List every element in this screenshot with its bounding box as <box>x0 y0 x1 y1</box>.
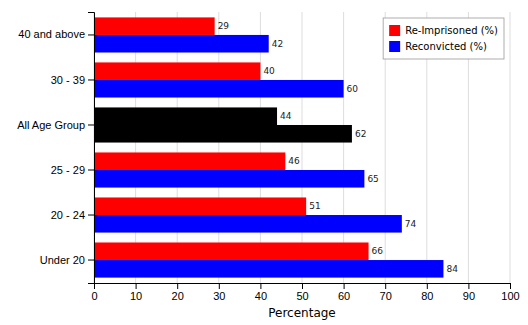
tick-mark <box>344 283 345 289</box>
bar <box>94 62 260 80</box>
tick: 0 <box>91 283 97 302</box>
legend-label: Reconvicted (%) <box>405 41 487 52</box>
grid-line <box>343 12 344 283</box>
legend-item: Re-Imprisoned (%) <box>389 25 498 36</box>
grid-line <box>177 12 178 283</box>
tick-mark <box>88 34 94 35</box>
data-label: 42 <box>272 39 283 49</box>
tick-label: 70 <box>380 290 392 302</box>
bar <box>94 35 269 53</box>
tick-label: 10 <box>130 290 142 302</box>
tick-label: 20 <box>172 290 184 302</box>
legend: Re-Imprisoned (%) Reconvicted (%) <box>383 18 504 59</box>
plot: 66 51 46 44 40 29 84 74 65 62 60 42 0 10 20 30 40 50 60 70 8… <box>17 12 520 320</box>
tick-mark <box>177 283 178 289</box>
axis-line <box>95 284 511 290</box>
chart: 66 51 46 44 40 29 84 74 65 62 60 42 0 10 20 30 40 50 60 70 8… <box>0 0 528 325</box>
tick-label: 30 - 39 <box>51 73 85 85</box>
tick-mark <box>302 283 303 289</box>
tick-mark <box>88 79 94 80</box>
tick-label: 60 <box>338 290 350 302</box>
tick-label: 20 - 24 <box>51 209 85 221</box>
tick-label: 25 - 29 <box>51 164 85 176</box>
grid-line <box>135 12 136 283</box>
x-axis: 0 10 20 30 40 50 60 70 80 90 100 <box>91 283 519 302</box>
tick-label: 50 <box>296 290 308 302</box>
tick-label: 0 <box>91 290 97 302</box>
bar <box>94 215 402 233</box>
tick: 40 <box>255 283 267 302</box>
tick-mark <box>88 215 94 216</box>
data-label: 65 <box>367 174 378 184</box>
tick: 20 <box>172 283 184 302</box>
bar <box>94 170 364 188</box>
tick: 20 - 24 <box>51 209 94 221</box>
grid <box>94 12 510 283</box>
data-label: 40 <box>263 66 275 76</box>
tick-mark <box>88 170 94 171</box>
x-axis-title: Percentage <box>268 306 336 320</box>
bar <box>94 197 306 215</box>
tick: 25 - 29 <box>51 164 94 176</box>
tick: 30 - 39 <box>51 73 94 85</box>
tick-mark <box>468 283 469 289</box>
tick-label: 40 <box>255 290 267 302</box>
tick-mark <box>219 283 220 289</box>
legend-swatch <box>389 25 400 36</box>
tick-label: 90 <box>463 290 475 302</box>
tick-label: Under 20 <box>40 254 85 266</box>
bar <box>94 17 215 35</box>
bar <box>94 260 443 278</box>
grid-line <box>510 12 511 283</box>
data-label: 29 <box>218 21 230 31</box>
tick: 40 and above <box>18 28 94 40</box>
data-label: 84 <box>446 264 458 274</box>
bar <box>94 107 277 125</box>
tick-label: 30 <box>213 290 225 302</box>
axis-line <box>88 13 95 284</box>
bar <box>94 80 344 98</box>
tick-label: 40 and above <box>18 28 85 40</box>
data-label: 46 <box>288 156 300 166</box>
bar <box>94 152 285 170</box>
y-axis: Under 20 20 - 24 25 - 29 All Age Group 30 - … <box>17 13 94 284</box>
tick: Under 20 <box>40 254 94 266</box>
data-label: 51 <box>309 201 320 211</box>
tick-label: 80 <box>421 290 433 302</box>
tick-label: All Age Group <box>17 119 85 131</box>
tick: 100 <box>501 283 519 302</box>
tick-mark <box>427 283 428 289</box>
grid-line <box>260 12 261 283</box>
data-label: 74 <box>405 219 417 229</box>
legend-label: Re-Imprisoned (%) <box>405 25 498 36</box>
data-label: 44 <box>280 111 292 121</box>
legend-swatch <box>389 41 400 52</box>
tick-mark <box>88 260 94 261</box>
tick: 30 <box>213 283 225 302</box>
data-label: 62 <box>355 129 366 139</box>
tick: 50 <box>296 283 308 302</box>
grid-line <box>302 12 303 283</box>
tick-mark <box>136 283 137 289</box>
grid-line <box>218 12 219 283</box>
tick: 10 <box>130 283 142 302</box>
bar <box>94 242 369 260</box>
tick: 80 <box>421 283 433 302</box>
tick-mark <box>385 283 386 289</box>
tick: 60 <box>338 283 350 302</box>
tick: All Age Group <box>17 119 94 131</box>
tick-mark <box>260 283 261 289</box>
data-label: 66 <box>372 246 384 256</box>
legend-frame <box>383 18 504 59</box>
tick-mark <box>88 124 94 125</box>
data-label: 60 <box>347 84 359 94</box>
tick: 90 <box>463 283 475 302</box>
tick-label: 100 <box>501 290 519 302</box>
bar <box>94 125 352 143</box>
tick-mark <box>510 283 511 289</box>
tick: 70 <box>380 283 392 302</box>
legend-item: Reconvicted (%) <box>389 41 487 52</box>
